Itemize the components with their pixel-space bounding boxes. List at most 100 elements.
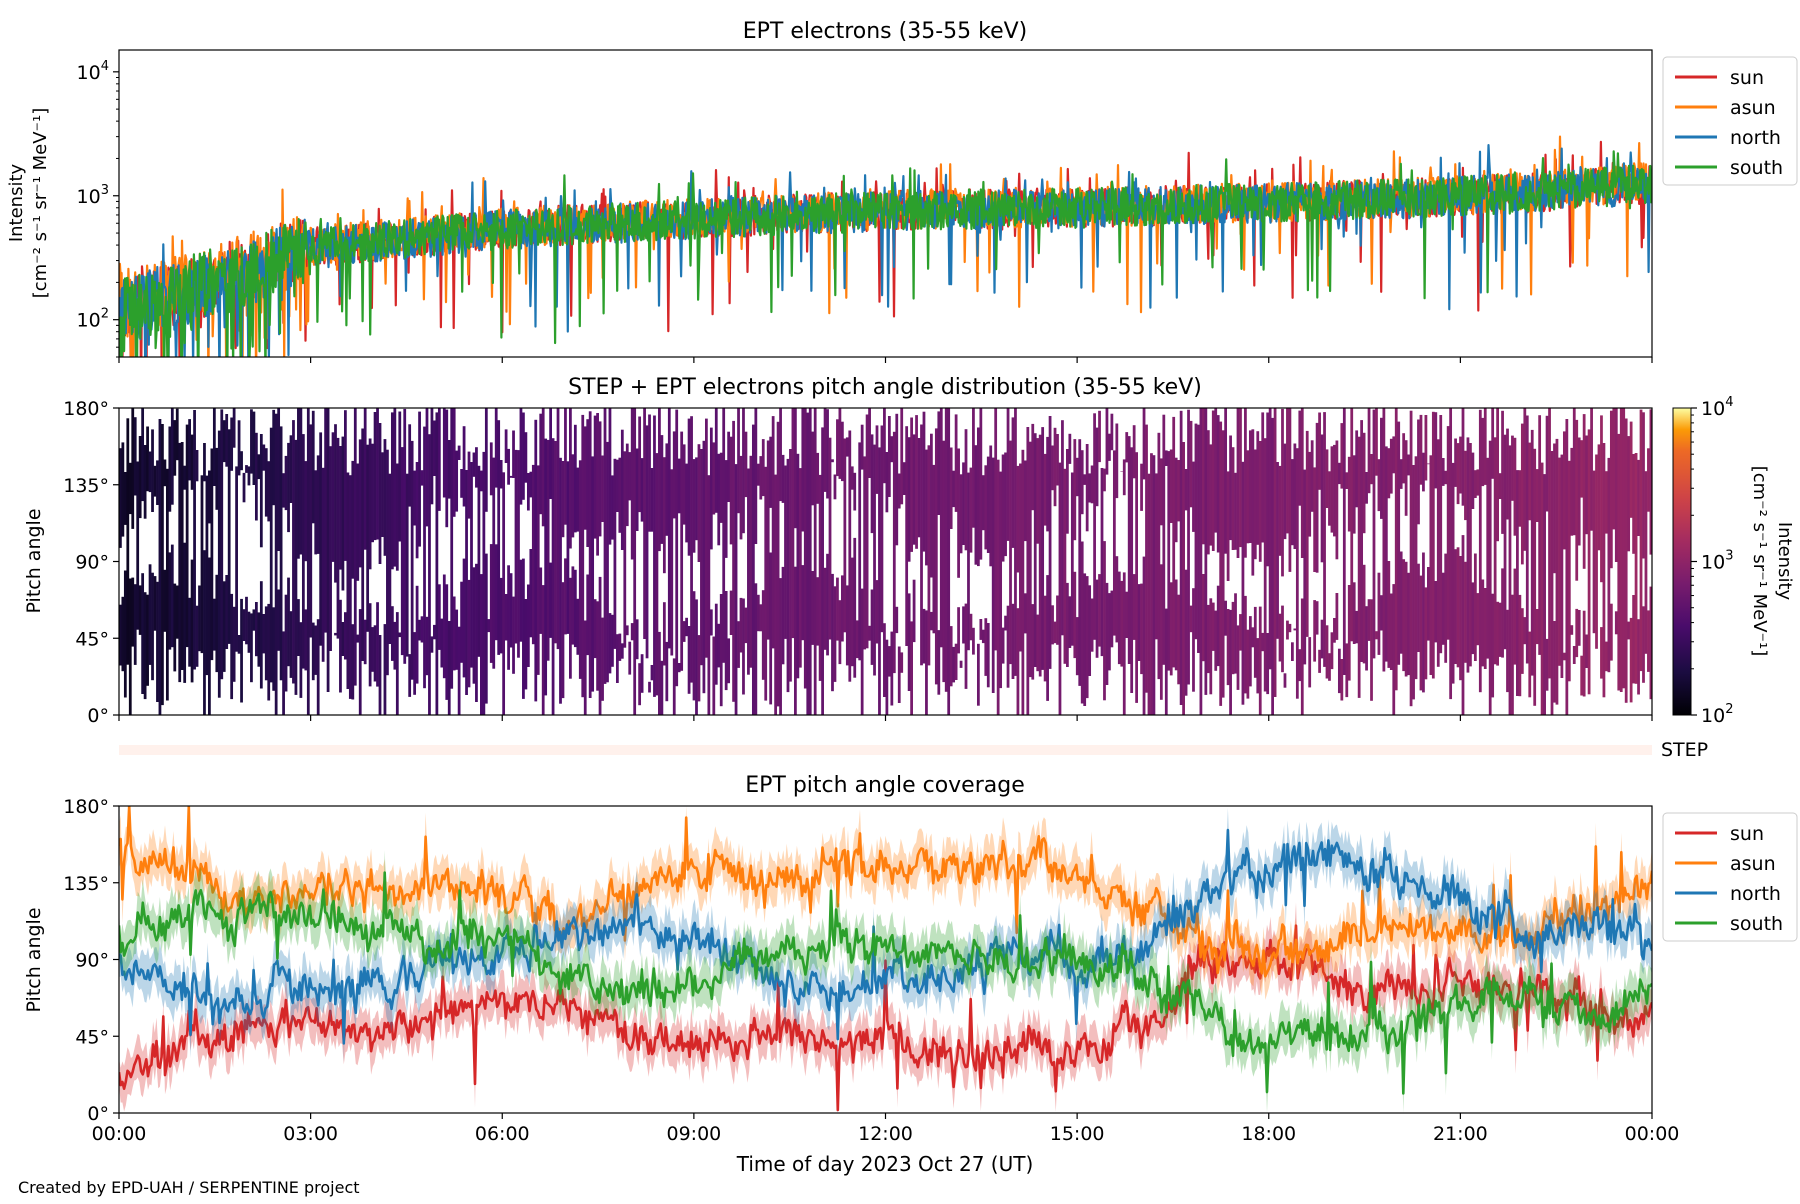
pad-cell: [1483, 588, 1487, 669]
pad-cell: [1572, 646, 1576, 664]
pad-cell: [1211, 410, 1215, 551]
pad-cell: [1075, 457, 1079, 497]
pad-cell: [1340, 659, 1344, 701]
pad-cell: [254, 602, 258, 657]
step-strip: [119, 745, 1652, 755]
colorbar-label-line1: Intensity: [1774, 522, 1795, 601]
pad-cell: [119, 448, 122, 548]
pad-cell: [413, 632, 417, 695]
pad-cell: [863, 456, 867, 650]
pad-cell: [1263, 438, 1267, 692]
pad-cell: [390, 606, 394, 661]
pad-cell: [724, 591, 728, 691]
pad-cell: [123, 472, 127, 525]
coverage-series-sun: [119, 924, 1652, 1112]
pad-cell: [1384, 446, 1388, 662]
pad-cell: [566, 461, 570, 634]
pad-cell: [816, 452, 820, 504]
pad-cell: [1506, 609, 1509, 693]
pad-cell: [1592, 470, 1596, 634]
pad-cell: [390, 412, 394, 570]
pad-cell: [272, 409, 276, 506]
pad-cell: [1093, 413, 1096, 640]
coverage-xtick-label-2: 06:00: [475, 1123, 530, 1145]
pad-cell: [682, 444, 686, 525]
pad-cell: [208, 557, 211, 715]
pad-cell: [1053, 427, 1057, 507]
pad-cell: [798, 468, 802, 668]
pad-cell: [259, 581, 263, 689]
pad-cell: [1476, 593, 1480, 646]
pad-cell: [279, 426, 283, 681]
pad-cell: [393, 621, 397, 670]
pad-cell: [455, 609, 459, 670]
pad-cell: [1283, 673, 1287, 688]
pad-cell: [230, 417, 234, 471]
pad-cell: [484, 408, 488, 512]
pad-cell: [440, 618, 444, 668]
pad-cell: [509, 475, 513, 478]
pad-cell: [334, 632, 337, 636]
pad-cell: [1535, 609, 1539, 645]
pad-cell: [756, 594, 760, 632]
pad-cell: [803, 408, 807, 689]
coverage-xtick-label-8: 00:00: [1625, 1123, 1680, 1145]
pad-cell: [1023, 593, 1027, 634]
pad-cell: [1073, 571, 1077, 659]
pad-cell: [1488, 440, 1492, 715]
pad-cell: [232, 606, 236, 682]
pad-cell: [512, 430, 515, 478]
pad-cell: [358, 439, 362, 568]
pad-cell: [1117, 571, 1121, 665]
pad-cell: [615, 459, 619, 512]
pad-cell: [1268, 408, 1272, 670]
pad-cell: [188, 597, 191, 667]
pad-cell: [163, 459, 167, 487]
pad-cell: [1543, 474, 1546, 715]
pad-cell: [1216, 415, 1220, 553]
pad-cell: [1251, 429, 1255, 576]
pad-cell: [1483, 408, 1487, 485]
pad-cell: [1043, 595, 1047, 682]
pad-cell: [1125, 432, 1129, 463]
pad-cell: [1518, 470, 1522, 527]
pad-title: STEP + EPT electrons pitch angle distrib…: [568, 375, 1202, 400]
intensity-panel: EPT electrons (35-55 keV) 102 103 104 Inte…: [6, 19, 1798, 363]
pad-cell: [339, 599, 342, 693]
pad-cell: [598, 576, 602, 715]
pad-cell: [1585, 435, 1589, 535]
colorbar-gradient: [1672, 407, 1692, 716]
pad-cell: [1575, 608, 1579, 658]
pad-cell: [304, 461, 308, 562]
pad-cell: [1355, 430, 1359, 508]
pad-cell: [1219, 421, 1223, 706]
pad-cell: [1612, 408, 1616, 530]
pad-cell: [531, 464, 535, 645]
pad-cell: [1352, 455, 1356, 534]
pad-cell: [934, 428, 938, 685]
pad-cell: [737, 408, 740, 514]
pad-cell: [1105, 582, 1109, 685]
pad-cell: [158, 419, 162, 715]
pad-cell: [1088, 473, 1092, 503]
pad-cell: [289, 435, 293, 503]
pad-cell: [702, 440, 706, 694]
colorbar-tick-label-2: 104: [1701, 395, 1733, 420]
pad-cell: [650, 665, 654, 681]
pad-cell: [284, 594, 288, 692]
pad-cell: [608, 408, 612, 545]
pad-ytick-label-1: 45°: [75, 628, 109, 650]
pad-cell: [705, 418, 708, 658]
pad-cell: [212, 408, 216, 486]
coverage-panel: EPT pitch angle coverage 0° 45° 90° 135° 180…: [23, 773, 1798, 1176]
pad-cell: [895, 413, 899, 546]
pad-cell: [1434, 581, 1438, 643]
pad-cell: [1441, 572, 1445, 645]
pad-cell: [737, 621, 740, 668]
pad-cell: [1004, 615, 1007, 631]
pad-cell: [1248, 616, 1252, 687]
pad-cell: [615, 634, 619, 683]
pad-cell: [687, 418, 691, 556]
coverage-xtick-label-7: 21:00: [1433, 1123, 1488, 1145]
coverage-series-north: [119, 828, 1652, 1045]
